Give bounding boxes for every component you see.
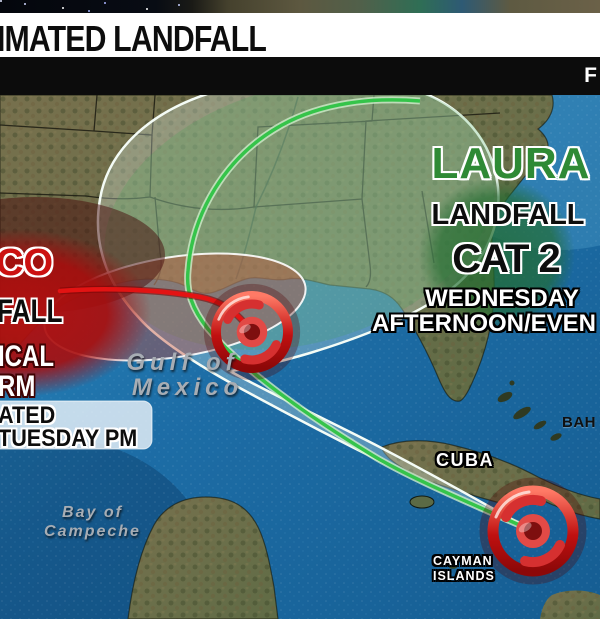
bay-of-campeche-label-line2: Campeche (44, 523, 141, 540)
page-title: IMATED LANDFALL (0, 18, 267, 59)
cuba-island (381, 440, 600, 520)
marco-strength-partial-line2: RM (0, 370, 36, 403)
bay-of-campeche-label-line1: Bay of (62, 504, 123, 521)
bahamas-label-partial: BAH (562, 414, 596, 431)
laura-track-line (184, 96, 535, 535)
cuba-label: CUBA (436, 450, 494, 470)
cayman-islands-label-line2: ISLANDS (433, 569, 495, 583)
ticker-bar: F (0, 57, 600, 95)
laura-storm-name: LAURA (431, 139, 591, 188)
laura-timing-line2: AFTERNOON/EVEN (372, 310, 597, 337)
cayman-islands-dots (433, 560, 457, 569)
headline-banner: IMATED LANDFALL (0, 13, 600, 59)
satellite-strip (0, 0, 600, 13)
marco-timing-line2: TUESDAY PM (0, 425, 138, 452)
gulf-of-mexico-map (0, 95, 600, 619)
ticker-partial-text: F (584, 64, 597, 87)
marco-strength-partial-line1: ICAL (0, 340, 54, 373)
marco-timing-partial-line1: ATED (0, 402, 56, 429)
stars-decoration (0, 0, 2, 2)
bahamas-islands (497, 380, 562, 441)
cone-green-tint (104, 95, 496, 350)
laura-green-blob (397, 155, 597, 355)
laura-event-label: LANDFALL (431, 199, 585, 231)
gulf-of-mexico-label-line1: Gulf of (126, 349, 239, 376)
cayman-islands-label-line1: CAYMAN (433, 554, 493, 568)
marco-storm-name-partial: CO (0, 242, 53, 284)
river-line (235, 96, 299, 280)
marco-event-partial: FALL (0, 293, 63, 329)
marco-timing-band (0, 400, 153, 450)
laura-category-label: CAT 2 (452, 237, 561, 281)
laura-timing-line1: WEDNESDAY (425, 285, 579, 312)
marco-red-blob (0, 201, 196, 425)
gulf-of-mexico-label-line2: Mexico (131, 374, 244, 401)
